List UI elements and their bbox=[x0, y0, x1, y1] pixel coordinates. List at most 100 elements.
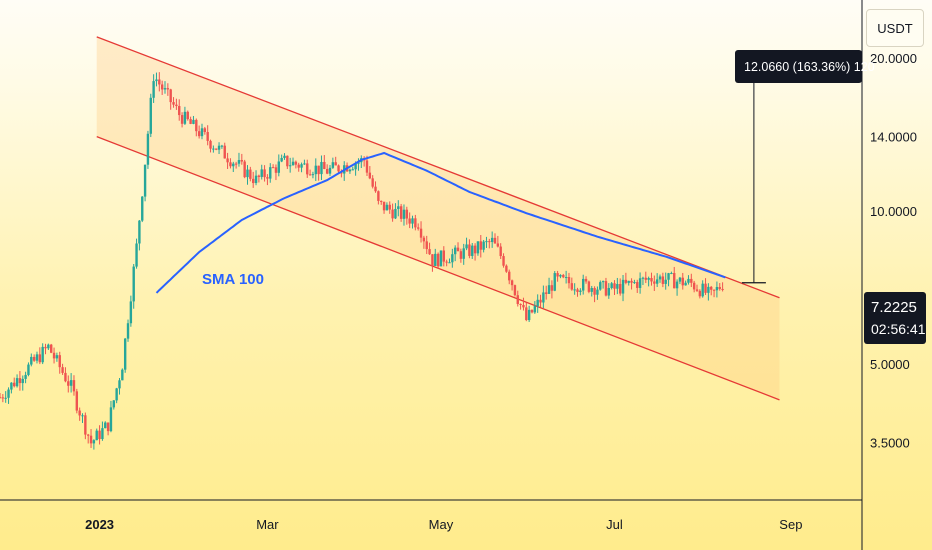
candle-body bbox=[112, 400, 115, 408]
candle-body bbox=[715, 287, 719, 291]
candle-body bbox=[149, 97, 152, 134]
countdown-timer: 02:56:41 bbox=[871, 321, 926, 337]
candle-body bbox=[655, 279, 659, 284]
candle-body bbox=[399, 206, 403, 219]
candle-body bbox=[684, 282, 687, 286]
candle-body bbox=[52, 352, 56, 359]
candle-body bbox=[101, 428, 104, 440]
candle-body bbox=[163, 88, 167, 90]
candle-body bbox=[240, 160, 244, 162]
candle-body bbox=[118, 380, 121, 389]
candle-body bbox=[519, 303, 522, 305]
candle-body bbox=[178, 106, 181, 116]
candle-body bbox=[442, 250, 446, 262]
channel-upper-line[interactable] bbox=[96, 36, 780, 299]
candle-body bbox=[160, 84, 164, 90]
candle-body bbox=[203, 128, 207, 133]
candle-body bbox=[471, 245, 474, 256]
candle-body bbox=[354, 163, 357, 170]
candle-body bbox=[692, 282, 696, 290]
candle-body bbox=[18, 378, 22, 384]
candle-body bbox=[368, 172, 372, 179]
candle-body bbox=[658, 276, 662, 280]
candle-body bbox=[448, 262, 451, 264]
candle-body bbox=[582, 278, 585, 291]
candle-body bbox=[644, 277, 647, 280]
candle-body bbox=[579, 290, 582, 292]
candle-body bbox=[249, 169, 252, 179]
candle-body bbox=[314, 165, 317, 175]
candle-body bbox=[189, 119, 192, 124]
current-price-tag: 7.2225 02:56:41 bbox=[864, 292, 926, 344]
candle-body bbox=[61, 367, 64, 373]
candle-body bbox=[473, 245, 477, 254]
currency-button[interactable]: USDT bbox=[866, 9, 924, 47]
candle-body bbox=[41, 346, 44, 363]
candle-body bbox=[334, 162, 337, 166]
candle-body bbox=[695, 289, 699, 291]
candle-body bbox=[294, 161, 298, 165]
candle-body bbox=[106, 422, 110, 432]
candle-body bbox=[209, 140, 212, 149]
candle-body bbox=[135, 243, 138, 267]
candle-body bbox=[490, 237, 494, 243]
candle-body bbox=[303, 163, 306, 165]
candle-body bbox=[274, 167, 278, 173]
candle-body bbox=[69, 380, 73, 386]
candle-body bbox=[567, 277, 571, 284]
candle-body bbox=[35, 354, 39, 361]
candle-body bbox=[263, 169, 266, 178]
candle-body bbox=[192, 119, 195, 124]
candle-body bbox=[670, 272, 673, 274]
candle-body bbox=[650, 278, 653, 282]
candle-body bbox=[132, 266, 135, 302]
candle-body bbox=[78, 410, 81, 416]
candle-body bbox=[4, 397, 7, 399]
price-axis[interactable]: 20.0000 14.0000 10.0000 5.0000 3.5000 bbox=[870, 51, 917, 451]
candle-body bbox=[636, 282, 639, 288]
candle-body bbox=[710, 286, 713, 290]
candle-body bbox=[451, 254, 454, 263]
candle-body bbox=[712, 289, 716, 291]
candle-body bbox=[604, 281, 608, 296]
candle-body bbox=[513, 285, 517, 296]
candle-body bbox=[510, 280, 514, 286]
candle-body bbox=[508, 271, 511, 281]
candle-body bbox=[155, 79, 158, 82]
candle-body bbox=[707, 286, 710, 293]
candle-body bbox=[419, 228, 423, 238]
candle-body bbox=[300, 164, 303, 168]
measure-tooltip: 12.0660 (163.36%) 120 bbox=[735, 50, 875, 83]
candle-body bbox=[109, 407, 113, 432]
candle-body bbox=[704, 283, 707, 293]
candle-body bbox=[601, 281, 605, 283]
time-axis[interactable]: 2023 Mar May Jul Sep bbox=[85, 517, 802, 532]
price-tick-label: 3.5000 bbox=[870, 436, 910, 451]
candle-body bbox=[67, 381, 70, 386]
candle-body bbox=[58, 355, 61, 368]
candle-body bbox=[7, 389, 10, 398]
candle-body bbox=[13, 382, 16, 387]
candle-body bbox=[647, 278, 650, 280]
candle-body bbox=[95, 430, 98, 441]
candle-body bbox=[547, 285, 551, 294]
sma-label: SMA 100 bbox=[202, 271, 264, 288]
candle-body bbox=[260, 169, 263, 177]
candle-body bbox=[607, 288, 611, 296]
candle-body bbox=[172, 102, 175, 105]
candle-body bbox=[599, 282, 602, 290]
candle-body bbox=[280, 157, 283, 162]
candle-body bbox=[667, 273, 670, 280]
price-tick-label: 14.0000 bbox=[870, 130, 917, 145]
candle-body bbox=[311, 174, 315, 176]
candle-body bbox=[522, 304, 525, 308]
candle-body bbox=[27, 364, 30, 375]
candle-body bbox=[584, 278, 588, 282]
channel-fill bbox=[96, 36, 780, 400]
candle-body bbox=[587, 281, 591, 292]
candle-body bbox=[121, 369, 124, 381]
current-price-value: 7.2225 bbox=[871, 299, 917, 316]
candle-body bbox=[232, 163, 235, 167]
sma-100-line[interactable] bbox=[155, 151, 726, 294]
